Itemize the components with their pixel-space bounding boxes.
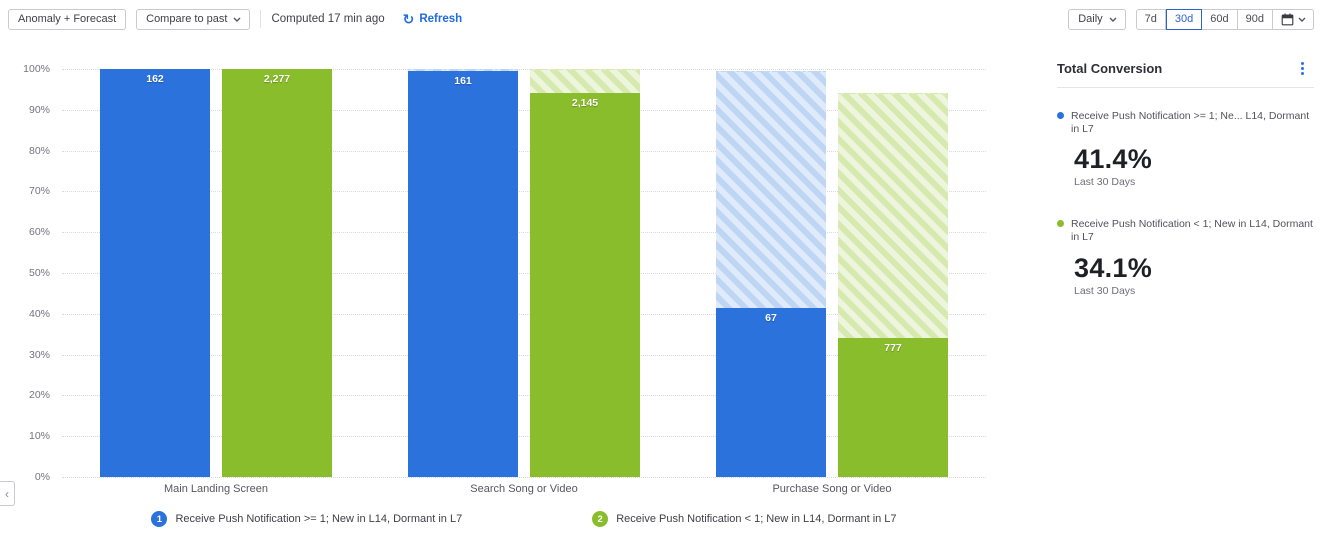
metric-caption: Last 30 Days	[1074, 176, 1136, 189]
legend-item-series-1[interactable]: 1 Receive Push Notification >= 1; New in…	[151, 511, 462, 527]
dropoff-segment[interactable]	[408, 69, 518, 72]
range-90d-button[interactable]: 90d	[1237, 8, 1273, 30]
panel-divider	[1057, 87, 1314, 88]
series-dot-icon	[1057, 220, 1064, 228]
conversion-metric-2: Receive Push Notification < 1; New in L1…	[1052, 218, 1314, 297]
gridline	[62, 313, 986, 315]
range-7d-button[interactable]: 7d	[1135, 8, 1166, 30]
compare-to-past-label: Compare to past	[146, 13, 228, 25]
y-tick-label: 20%	[28, 389, 50, 402]
bar-value-label: 777	[884, 341, 902, 354]
series-dot-icon	[1057, 112, 1064, 119]
toolbar: Anomaly + Forecast Compare to past Compu…	[8, 8, 1314, 30]
y-tick-label: 90%	[28, 103, 50, 116]
refresh-icon: ↻	[402, 11, 415, 27]
gridline	[62, 395, 986, 397]
anomaly-forecast-button[interactable]: Anomaly + Forecast	[8, 8, 127, 30]
bar-step3-series1: 67	[716, 69, 826, 477]
bar-step3-series2: 777	[838, 69, 948, 477]
y-tick-label: 0%	[34, 471, 50, 483]
y-tick-label: 40%	[28, 307, 50, 320]
conversion-segment[interactable]: 67	[716, 308, 826, 477]
chevron-down-icon	[1109, 17, 1117, 22]
legend-item-series-2[interactable]: 2 Receive Push Notification < 1; New in …	[592, 511, 897, 527]
y-tick-label: 10%	[28, 430, 50, 443]
dropoff-segment[interactable]	[716, 71, 826, 309]
bar-step2-series1: 161	[408, 69, 518, 477]
x-axis-label: Main Landing Screen	[164, 483, 268, 495]
conversion-segment[interactable]: 777	[838, 337, 948, 477]
dropoff-segment[interactable]	[530, 69, 640, 93]
gridline	[62, 109, 986, 111]
kebab-menu-icon[interactable]	[1297, 60, 1308, 77]
gridline	[62, 273, 986, 274]
bar-value-label: 67	[765, 312, 777, 325]
computed-timestamp: Computed 17 min ago	[271, 13, 385, 25]
calendar-icon	[1281, 12, 1294, 26]
bar-value-label: 2,277	[263, 73, 291, 85]
granularity-dropdown[interactable]: Daily	[1068, 8, 1126, 30]
gridline	[62, 477, 986, 478]
x-axis-label: Purchase Song or Video	[772, 483, 892, 495]
chevron-down-icon	[233, 17, 241, 22]
dropoff-segment[interactable]	[838, 92, 948, 338]
y-tick-label: 30%	[28, 348, 50, 361]
conversion-segment[interactable]: 161	[408, 71, 518, 477]
funnel-chart: 100% 90% 80% 70% 60% 50% 40% 30% 20% 10% 0% 162 2,2…	[8, 63, 986, 527]
y-tick-label: 80%	[28, 144, 50, 157]
bar-group: 67 777	[678, 69, 986, 477]
refresh-button[interactable]: ↻ Refresh	[403, 12, 463, 26]
metric-caption: Last 30 Days	[1074, 284, 1136, 297]
chart-legend: 1 Receive Push Notification >= 1; New in…	[62, 511, 986, 527]
conversion-metric-1: Receive Push Notification >= 1; Ne... L1…	[1052, 110, 1314, 188]
chevron-down-icon	[1298, 17, 1306, 22]
bar-value-label: 2,145	[571, 96, 599, 109]
gridline	[62, 69, 986, 70]
bar-value-label: 161	[454, 75, 472, 88]
bar-group: 162 2,277	[62, 69, 370, 477]
gridline	[62, 436, 986, 438]
metric-label: Receive Push Notification < 1; New in L1…	[1071, 218, 1313, 244]
range-60d-button[interactable]: 60d	[1202, 8, 1238, 30]
gridline	[62, 232, 986, 234]
y-tick-label: 70%	[28, 185, 50, 198]
bar-group: 161 2,145	[370, 69, 678, 477]
custom-date-range-button[interactable]	[1273, 8, 1314, 30]
bar-step1-series1: 162	[100, 69, 210, 477]
conversion-segment[interactable]: 162	[100, 69, 210, 477]
conversion-segment[interactable]: 2,145	[530, 92, 640, 477]
gridline	[62, 191, 986, 193]
compare-to-past-dropdown[interactable]: Compare to past	[136, 8, 251, 30]
y-axis: 100% 90% 80% 70% 60% 50% 40% 30% 20% 10% 0%	[8, 63, 56, 483]
legend-label: Receive Push Notification >= 1; New in L…	[175, 513, 463, 525]
x-axis-labels: Main Landing Screen Search Song or Video P…	[62, 483, 986, 495]
metric-value: 34.1%	[1074, 252, 1153, 283]
gridline	[62, 150, 986, 152]
y-tick-label: 60%	[28, 226, 50, 239]
plot-area: 162 2,277 161 2,145 67 777	[62, 69, 986, 478]
collapse-panel-button[interactable]: ‹	[0, 481, 15, 506]
total-conversion-panel: Total Conversion Receive Push Notificati…	[1052, 60, 1314, 327]
panel-title: Total Conversion	[1057, 61, 1163, 76]
y-tick-label: 50%	[28, 267, 50, 279]
anomaly-forecast-label: Anomaly + Forecast	[18, 13, 117, 25]
metric-label: Receive Push Notification >= 1; Ne... L1…	[1071, 110, 1310, 136]
refresh-label: Refresh	[419, 13, 463, 25]
metric-value: 41.4%	[1074, 144, 1153, 175]
date-range-group: 7d 30d 60d 90d	[1135, 8, 1314, 30]
range-30d-button[interactable]: 30d	[1165, 8, 1203, 30]
y-tick-label: 100%	[23, 63, 50, 75]
granularity-label: Daily	[1078, 13, 1103, 25]
bar-step1-series2: 2,277	[222, 69, 332, 477]
chevron-left-icon: ‹	[5, 486, 9, 501]
legend-label: Receive Push Notification < 1; New in L1…	[616, 513, 897, 525]
bar-value-label: 162	[146, 73, 164, 85]
gridline	[62, 354, 986, 356]
legend-step-badge: 2	[592, 511, 609, 527]
conversion-segment[interactable]: 2,277	[222, 69, 332, 477]
legend-step-badge: 1	[151, 511, 168, 527]
x-axis-label: Search Song or Video	[470, 483, 578, 495]
bar-step2-series2: 2,145	[530, 69, 640, 477]
toolbar-divider	[260, 10, 262, 28]
